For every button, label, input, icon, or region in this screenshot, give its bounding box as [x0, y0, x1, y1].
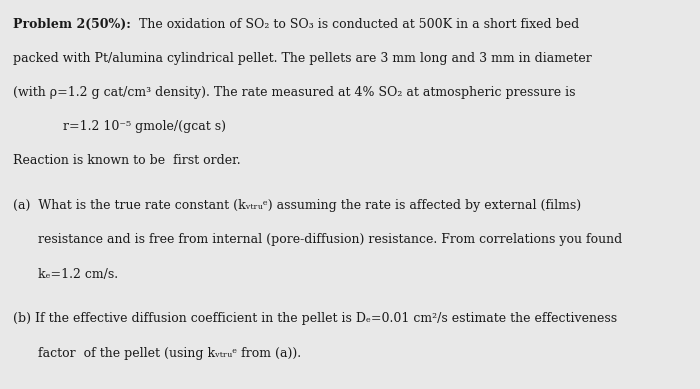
Text: (a)  What is the true rate constant (kᵥₜᵣᵤᵉ) assuming the rate is affected by ex: (a) What is the true rate constant (kᵥₜᵣ…	[13, 199, 581, 212]
Text: (b) If the effective diffusion coefficient in the pellet is Dₑ=0.01 cm²/s estima: (b) If the effective diffusion coefficie…	[13, 312, 617, 325]
Text: (with ρ=1.2 g cat/cm³ density). The rate measured at 4% SO₂ at atmospheric press: (with ρ=1.2 g cat/cm³ density). The rate…	[13, 86, 575, 99]
Text: Problem 2(50%):: Problem 2(50%):	[13, 18, 139, 30]
Text: r=1.2 10⁻⁵ gmole/(gcat s): r=1.2 10⁻⁵ gmole/(gcat s)	[63, 120, 226, 133]
Text: packed with Pt/alumina cylindrical pellet. The pellets are 3 mm long and 3 mm in: packed with Pt/alumina cylindrical pelle…	[13, 52, 592, 65]
Text: The oxidation of SO₂ to SO₃ is conducted at 500K in a short fixed bed: The oxidation of SO₂ to SO₃ is conducted…	[139, 18, 580, 30]
Text: resistance and is free from internal (pore-diffusion) resistance. From correlati: resistance and is free from internal (po…	[38, 233, 623, 246]
Text: Reaction is known to be  first order.: Reaction is known to be first order.	[13, 154, 240, 167]
Text: factor  of the pellet (using kᵥₜᵣᵤᵉ from (a)).: factor of the pellet (using kᵥₜᵣᵤᵉ from …	[38, 347, 302, 359]
Text: kₑ=1.2 cm/s.: kₑ=1.2 cm/s.	[38, 268, 118, 280]
